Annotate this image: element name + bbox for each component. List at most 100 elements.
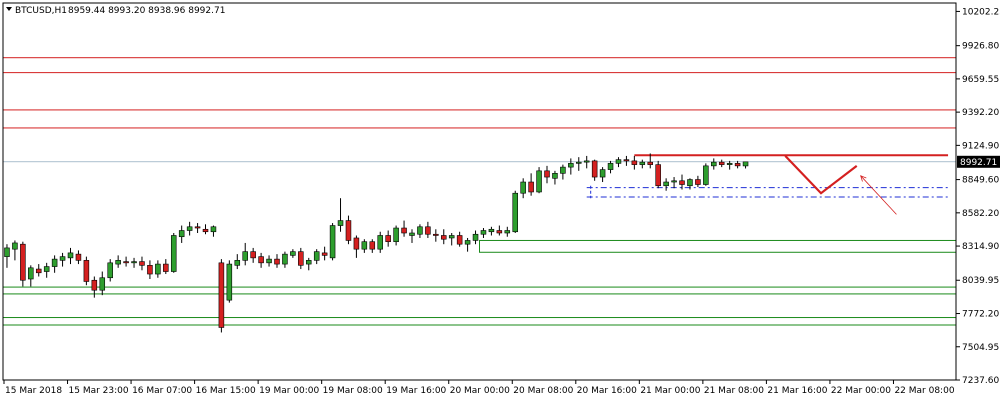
candle[interactable]: [496, 225, 503, 236]
candle[interactable]: [155, 260, 161, 278]
candle[interactable]: [433, 229, 439, 242]
candle[interactable]: [147, 260, 153, 279]
candle[interactable]: [544, 165, 550, 184]
candle[interactable]: [4, 244, 10, 268]
projection-arrow-line[interactable]: [860, 175, 897, 215]
candle[interactable]: [226, 260, 233, 303]
candle[interactable]: [734, 160, 741, 169]
candle[interactable]: [695, 175, 701, 187]
candle[interactable]: [552, 170, 558, 185]
candle[interactable]: [321, 246, 328, 261]
candle[interactable]: [687, 178, 693, 190]
candle[interactable]: [568, 158, 574, 175]
candle[interactable]: [671, 177, 677, 189]
candle[interactable]: [35, 264, 42, 277]
candle[interactable]: [576, 157, 582, 171]
candle[interactable]: [520, 178, 526, 199]
candle[interactable]: [75, 250, 82, 265]
candle[interactable]: [83, 256, 90, 286]
candle[interactable]: [163, 259, 169, 275]
candle[interactable]: [385, 230, 391, 247]
candle[interactable]: [337, 198, 344, 232]
candle[interactable]: [361, 239, 368, 253]
candle[interactable]: [194, 223, 201, 233]
candle[interactable]: [313, 249, 320, 265]
candle[interactable]: [448, 232, 455, 246]
candle[interactable]: [409, 229, 415, 243]
candle[interactable]: [353, 235, 360, 258]
candle[interactable]: [170, 232, 177, 273]
candle[interactable]: [20, 241, 26, 287]
candle[interactable]: [234, 254, 241, 270]
candle[interactable]: [599, 167, 606, 183]
candle[interactable]: [655, 160, 661, 189]
time-axis[interactable]: 15 Mar 2018 15 Mar 23:00 16 Mar 07:00 16 Ma…: [3, 380, 955, 396]
candle[interactable]: [377, 231, 383, 253]
candle[interactable]: [290, 249, 296, 258]
candle[interactable]: [186, 221, 193, 236]
candle[interactable]: [679, 174, 685, 190]
candle[interactable]: [726, 160, 733, 170]
candle[interactable]: [123, 256, 129, 267]
candle[interactable]: [345, 215, 352, 245]
candle[interactable]: [663, 178, 669, 191]
candle[interactable]: [560, 164, 566, 180]
collapse-triangle-icon[interactable]: [6, 7, 12, 11]
price-axis[interactable]: 10202.25 9926.80 9659.55 9392.20 9124.90 8849…: [956, 7, 1000, 386]
candle[interactable]: [401, 220, 407, 237]
candle[interactable]: [623, 155, 630, 166]
candle[interactable]: [266, 255, 272, 267]
candle[interactable]: [282, 251, 288, 268]
candle[interactable]: [210, 225, 217, 237]
candle[interactable]: [591, 159, 598, 181]
candle[interactable]: [703, 163, 709, 186]
drawings-layer[interactable]: [784, 155, 897, 215]
candle[interactable]: [107, 259, 113, 282]
candle[interactable]: [639, 159, 646, 169]
candle[interactable]: [718, 159, 725, 168]
candle[interactable]: [583, 155, 590, 169]
candle[interactable]: [456, 231, 463, 247]
candle[interactable]: [512, 190, 518, 233]
candle[interactable]: [711, 158, 717, 170]
candle[interactable]: [631, 155, 638, 170]
candle[interactable]: [202, 224, 209, 235]
candle[interactable]: [742, 161, 749, 169]
candle[interactable]: [178, 225, 185, 243]
candle[interactable]: [218, 259, 225, 333]
candle[interactable]: [441, 229, 447, 245]
candles-layer[interactable]: [4, 153, 749, 333]
candle[interactable]: [12, 240, 18, 261]
candle[interactable]: [250, 247, 256, 263]
candle[interactable]: [258, 252, 264, 268]
candle[interactable]: [472, 230, 479, 245]
candle[interactable]: [369, 239, 376, 253]
candle[interactable]: [504, 226, 511, 237]
candle[interactable]: [480, 228, 487, 238]
candle[interactable]: [464, 237, 471, 252]
candle[interactable]: [242, 242, 248, 266]
candle[interactable]: [43, 262, 50, 278]
candle[interactable]: [67, 247, 74, 265]
candle[interactable]: [488, 226, 495, 236]
candle[interactable]: [131, 257, 137, 268]
candle[interactable]: [393, 225, 399, 246]
candle[interactable]: [305, 257, 312, 271]
candle[interactable]: [607, 160, 614, 174]
candle[interactable]: [99, 271, 106, 296]
candle[interactable]: [528, 173, 534, 196]
candle[interactable]: [139, 256, 145, 271]
candle[interactable]: [115, 255, 121, 268]
candle[interactable]: [425, 221, 431, 238]
candle[interactable]: [59, 252, 66, 267]
candle[interactable]: [417, 224, 423, 238]
candle[interactable]: [91, 276, 98, 298]
candle[interactable]: [329, 223, 336, 261]
candle[interactable]: [51, 255, 58, 273]
candle[interactable]: [615, 157, 622, 168]
candle[interactable]: [298, 247, 304, 270]
candle[interactable]: [536, 167, 542, 194]
candle[interactable]: [274, 254, 280, 268]
